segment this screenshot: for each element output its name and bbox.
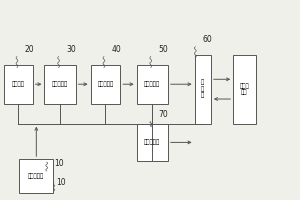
Text: 40: 40 <box>111 45 121 54</box>
Text: 格式控制器: 格式控制器 <box>144 81 160 87</box>
Text: 60: 60 <box>203 35 212 44</box>
Text: 半导体
装置: 半导体 装置 <box>239 83 249 95</box>
Bar <box>4 64 33 104</box>
Bar <box>44 64 76 104</box>
Text: 50: 50 <box>158 45 168 54</box>
Bar <box>233 55 256 124</box>
Text: 引
脚
干: 引 脚 干 <box>201 80 204 98</box>
Bar <box>195 55 211 124</box>
Text: 10: 10 <box>54 159 64 168</box>
Bar <box>91 64 120 104</box>
Text: 数据记排器: 数据记排器 <box>97 81 113 87</box>
Text: 70: 70 <box>158 110 168 119</box>
Text: 30: 30 <box>66 45 76 54</box>
Bar <box>136 124 168 161</box>
Text: 数值比较器: 数值比较器 <box>144 140 160 145</box>
Text: 视式产生器: 视式产生器 <box>52 81 68 87</box>
Bar <box>136 64 168 104</box>
Text: 序产生器: 序产生器 <box>12 81 25 87</box>
Text: 10: 10 <box>56 178 66 187</box>
Bar <box>19 159 53 193</box>
Text: 测试处理器: 测试处理器 <box>28 173 44 179</box>
Text: 20: 20 <box>24 45 34 54</box>
